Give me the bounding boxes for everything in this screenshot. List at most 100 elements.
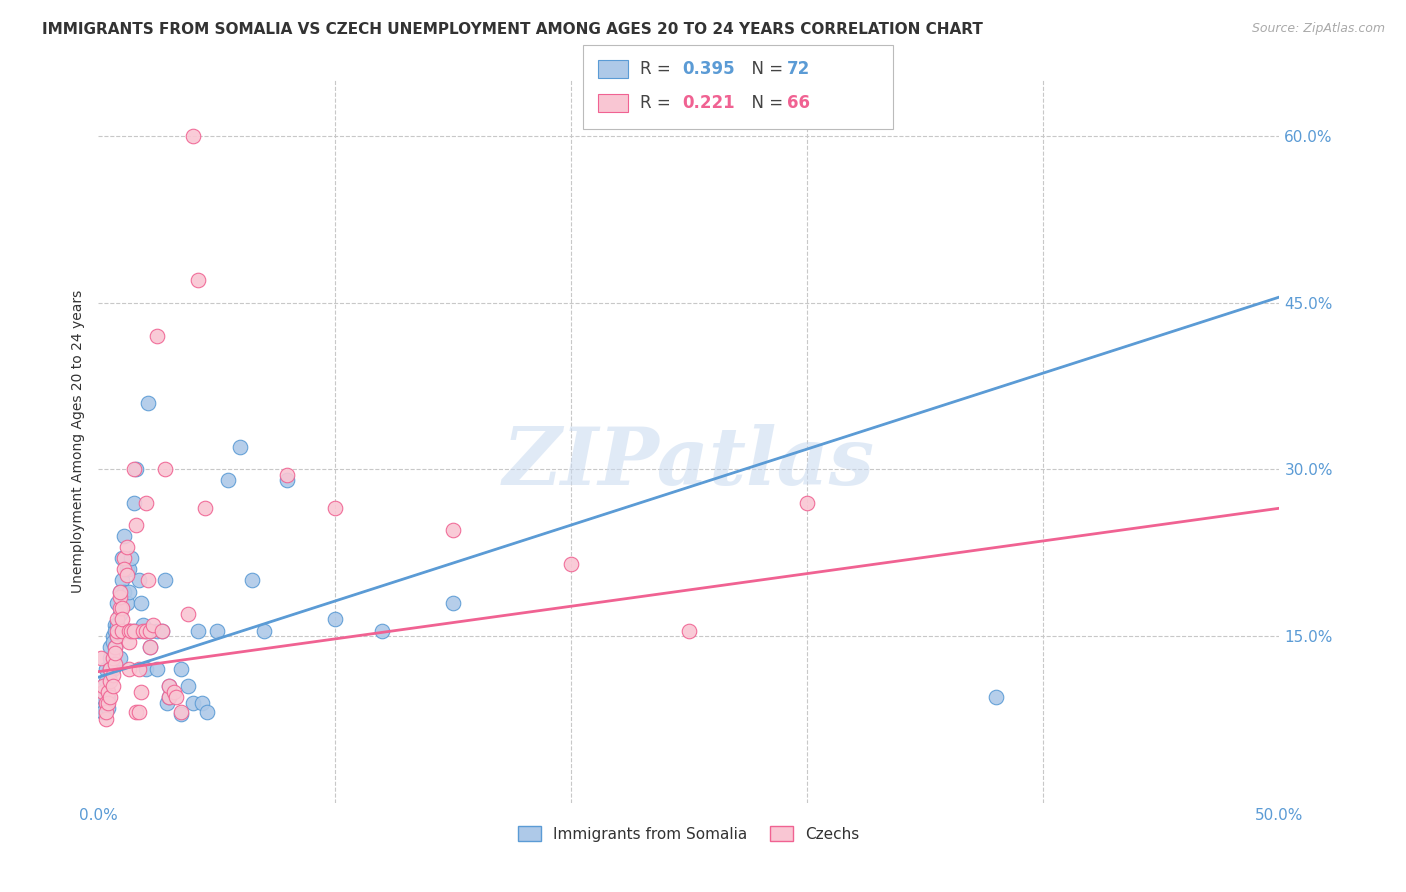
Point (91, 679, 114, 693)
Point (187, 273, 209, 287)
Point (118, 662, 141, 676)
Point (91, 684, 114, 698)
Point (139, 624, 162, 638)
Point (139, 640, 162, 655)
Point (122, 496, 145, 510)
Text: 66: 66 (787, 94, 810, 112)
Point (371, 624, 394, 638)
Point (101, 668, 124, 682)
Text: IMMIGRANTS FROM SOMALIA VS CZECH UNEMPLOYMENT AMONG AGES 20 TO 24 YEARS CORRELAT: IMMIGRANTS FROM SOMALIA VS CZECH UNEMPLO… (42, 22, 983, 37)
Point (108, 584, 131, 599)
Point (678, 624, 700, 638)
Point (105, 624, 128, 638)
Point (125, 517, 148, 532)
Text: R =: R = (640, 94, 676, 112)
Point (101, 679, 124, 693)
Point (111, 551, 134, 566)
Point (104, 640, 127, 655)
Point (104, 618, 127, 632)
Point (108, 590, 131, 604)
Point (128, 705, 150, 719)
Point (135, 624, 157, 638)
Legend: Immigrants from Somalia, Czechs: Immigrants from Somalia, Czechs (510, 819, 868, 849)
Point (118, 624, 141, 638)
Point (111, 601, 134, 615)
Point (122, 624, 145, 638)
Point (97, 684, 120, 698)
Point (165, 690, 187, 705)
Point (108, 607, 131, 621)
Point (194, 501, 217, 516)
Point (108, 584, 131, 599)
Point (115, 540, 138, 554)
Point (153, 574, 176, 588)
Point (111, 612, 134, 626)
Text: N =: N = (741, 94, 789, 112)
Point (156, 696, 179, 710)
Point (98, 662, 121, 676)
Point (187, 624, 209, 638)
Text: 0.221: 0.221 (682, 94, 734, 112)
Point (170, 706, 193, 721)
Point (121, 624, 143, 638)
Point (108, 651, 131, 665)
Point (796, 496, 818, 510)
Point (163, 684, 186, 698)
Text: 0.395: 0.395 (682, 60, 734, 78)
Point (98, 690, 121, 705)
Point (98, 662, 121, 676)
Point (115, 596, 138, 610)
Point (150, 624, 173, 638)
Point (112, 584, 135, 599)
Point (101, 629, 124, 643)
Point (105, 596, 128, 610)
Point (105, 629, 128, 643)
Point (153, 462, 176, 476)
Point (181, 696, 204, 710)
Point (91, 705, 114, 719)
Point (157, 679, 180, 693)
Point (115, 562, 138, 576)
Point (128, 574, 150, 588)
Point (129, 684, 152, 698)
Point (98, 673, 121, 688)
Point (984, 690, 1007, 705)
Point (97, 696, 120, 710)
Point (118, 562, 141, 576)
Point (112, 529, 135, 543)
Point (128, 624, 150, 638)
Point (229, 440, 252, 454)
Point (98, 651, 121, 665)
Point (90, 690, 112, 705)
Point (94, 705, 117, 719)
Point (135, 662, 157, 676)
Point (101, 651, 124, 665)
Point (195, 705, 218, 719)
Point (104, 640, 127, 655)
Point (240, 574, 263, 588)
Point (146, 329, 169, 343)
Point (125, 705, 148, 719)
Point (111, 624, 134, 638)
Point (170, 662, 193, 676)
Text: Source: ZipAtlas.com: Source: ZipAtlas.com (1251, 22, 1385, 36)
Point (90, 651, 112, 665)
Point (323, 612, 346, 626)
Point (94, 696, 117, 710)
Point (104, 646, 127, 660)
Point (129, 596, 152, 610)
Point (253, 624, 276, 638)
Point (157, 679, 180, 693)
Point (177, 679, 200, 693)
Point (136, 395, 159, 409)
Point (111, 574, 134, 588)
Point (135, 624, 157, 638)
Point (150, 624, 173, 638)
Point (94, 673, 117, 688)
Point (146, 624, 169, 638)
Point (108, 601, 131, 615)
Point (111, 624, 134, 638)
Point (98, 640, 121, 655)
Point (132, 618, 155, 632)
Point (97, 690, 120, 705)
